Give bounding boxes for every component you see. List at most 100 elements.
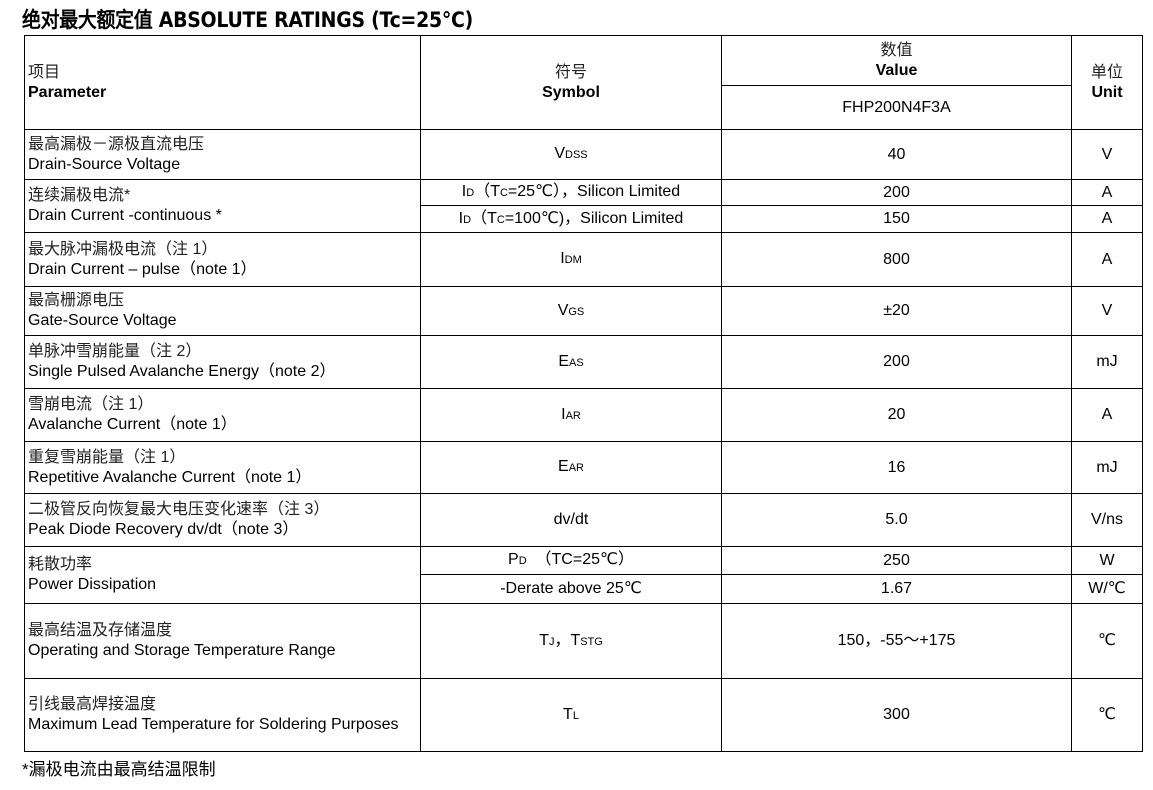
symbol-subscript: C	[496, 213, 505, 226]
symbol-text: E	[558, 352, 569, 370]
parameter-en: Drain Current – pulse（note 1）	[28, 260, 257, 278]
value-cell: 300	[721, 678, 1072, 752]
parameter-cn: 连续漏极电流*	[28, 187, 131, 204]
parameter-en: Drain Current -continuous *	[28, 207, 222, 224]
parameter-cell: 连续漏极电流* Drain Current -continuous *	[24, 179, 421, 233]
parameter-cell: 引线最高焊接温度 Maximum Lead Temperature for Sol…	[24, 678, 421, 752]
value-cell: 200	[721, 179, 1072, 206]
parameter-cn: 最高栅源电压	[28, 292, 125, 309]
header-symbol-en: Symbol	[542, 83, 600, 101]
table-row: 重复雪崩能量（注 1） Repetitive Avalanche Current（…	[24, 441, 1143, 494]
symbol-cell: VGS	[420, 286, 722, 336]
table-row: 雪崩电流（注 1） Avalanche Current（note 1） IAR 20 A	[24, 388, 1143, 442]
symbol-text: V	[554, 145, 566, 162]
symbol-subscript: STG	[580, 635, 603, 648]
parameter-cn: 单脉冲雪崩能量（注 2）	[28, 343, 202, 360]
header-parameter-cn: 项目	[28, 63, 61, 81]
value-cell: 800	[721, 232, 1072, 287]
unit-cell: W	[1071, 546, 1143, 575]
symbol-text: （T	[474, 183, 500, 200]
symbol-text: V	[557, 301, 569, 319]
parameter-cn: 最高结温及存储温度	[28, 622, 173, 639]
parameter-cell: 最大脉冲漏极电流（注 1） Drain Current – pulse（note …	[24, 232, 421, 287]
symbol-subscript: J	[548, 635, 555, 648]
parameter-cell: 二极管反向恢复最大电压变化速率（注 3） Peak Diode Recovery…	[24, 493, 421, 547]
parameter-en: Single Pulsed Avalanche Energy（note 2）	[28, 363, 336, 380]
parameter-en: Drain-Source Voltage	[28, 155, 181, 173]
parameter-cn: 最高漏极－源极直流电压	[28, 135, 205, 153]
unit-cell: V	[1071, 286, 1143, 336]
unit-cell: A	[1071, 388, 1143, 442]
unit-cell: mJ	[1071, 441, 1143, 494]
footnote: *漏极电流由最高结温限制	[22, 760, 216, 779]
symbol-text: P	[508, 551, 519, 568]
value-cell: 5.0	[721, 493, 1072, 547]
parameter-cell: 最高漏极－源极直流电压 Drain-Source Voltage	[24, 129, 421, 180]
symbol-text: T	[563, 705, 573, 723]
header-unit-cn: 单位	[1090, 63, 1123, 81]
symbol-text: T	[539, 631, 549, 649]
unit-cell: W/℃	[1071, 574, 1143, 604]
header-unit-en: Unit	[1091, 83, 1123, 101]
symbol-subscript: AR	[565, 409, 581, 422]
parameter-cn: 最大脉冲漏极电流（注 1）	[28, 240, 218, 258]
symbol-cell: IDM	[420, 232, 722, 287]
header-unit: 单位 Unit	[1071, 35, 1143, 130]
parameter-cell: 雪崩电流（注 1） Avalanche Current（note 1）	[24, 388, 421, 442]
header-parameter-en: Parameter	[28, 83, 107, 101]
parameter-cell: 最高结温及存储温度 Operating and Storage Temperatu…	[24, 603, 421, 679]
symbol-text: E	[558, 458, 569, 475]
unit-cell: V/ns	[1071, 493, 1143, 547]
symbol-cell: ID（TC=25℃），Silicon Limited	[420, 179, 722, 206]
parameter-cn: 引线最高焊接温度	[28, 696, 157, 713]
parameter-cell: 耗散功率 Power Dissipation	[24, 546, 421, 604]
header-value-en: Value	[875, 61, 918, 79]
table-row: 连续漏极电流* Drain Current -continuous * ID（TC=…	[24, 179, 1143, 233]
table-row: 耗散功率 Power Dissipation PD （TC=25℃） 250 W	[24, 546, 1143, 604]
parameter-cn: 耗散功率	[28, 556, 93, 573]
value-cell: 150	[721, 205, 1072, 233]
parameter-en: Peak Diode Recovery dv/dt（note 3）	[28, 521, 299, 538]
value-cell: 250	[721, 546, 1072, 575]
symbol-cell: EAR	[420, 441, 722, 494]
symbol-text: I	[458, 209, 464, 227]
symbol-text: -Derate above 25℃	[500, 580, 642, 597]
parameter-cell: 最高栅源电压 Gate-Source Voltage	[24, 286, 421, 336]
unit-cell: A	[1071, 205, 1143, 233]
symbol-subscript: DSS	[565, 149, 588, 161]
parameter-cell: 重复雪崩能量（注 1） Repetitive Avalanche Current（…	[24, 441, 421, 494]
symbol-text: ，T	[554, 631, 581, 649]
symbol-text: （TC=25℃）	[526, 551, 634, 568]
parameter-en: Operating and Storage Temperature Range	[28, 642, 336, 659]
symbol-subscript: C	[499, 187, 508, 199]
symbol-subscript: GS	[568, 305, 585, 318]
symbol-cell: IAR	[420, 388, 722, 442]
symbol-cell: PD （TC=25℃）	[420, 546, 722, 575]
unit-cell: A	[1071, 179, 1143, 206]
symbol-subscript: D	[518, 555, 527, 567]
parameter-en: Gate-Source Voltage	[28, 312, 177, 329]
parameter-en: Avalanche Current（note 1）	[28, 416, 237, 433]
symbol-text: I	[561, 405, 566, 423]
header-parameter: 项目 Parameter	[24, 35, 421, 130]
header-row: 项目 Parameter 符号 Symbol 数值 Value 单位 Unit	[24, 35, 1143, 130]
table-row: 最高栅源电压 Gate-Source Voltage VGS ±20 V	[24, 286, 1143, 336]
unit-cell: V	[1071, 129, 1143, 180]
value-cell: 150，-55～+175	[721, 603, 1072, 679]
symbol-text: I	[461, 183, 467, 200]
parameter-en: Repetitive Avalanche Current（note 1）	[28, 468, 312, 486]
value-cell: 16	[721, 441, 1072, 494]
table-row: 二极管反向恢复最大电压变化速率（注 3） Peak Diode Recovery…	[24, 493, 1143, 547]
symbol-cell: TL	[420, 678, 722, 752]
value-cell: 20	[721, 388, 1072, 442]
symbol-cell: VDSS	[420, 129, 722, 180]
parameter-en: Maximum Lead Temperature for Soldering P…	[28, 716, 399, 733]
parameter-cn: 二极管反向恢复最大电压变化速率（注 3）	[28, 501, 330, 518]
unit-cell: ℃	[1071, 678, 1143, 752]
table-row: 最高结温及存储温度 Operating and Storage Temperatu…	[24, 603, 1143, 679]
symbol-subscript: D	[463, 213, 472, 226]
value-cell: 1.67	[721, 574, 1072, 604]
header-value: 数值 Value	[721, 35, 1072, 86]
symbol-cell: TJ，TSTG	[420, 603, 722, 679]
header-symbol: 符号 Symbol	[420, 35, 722, 130]
